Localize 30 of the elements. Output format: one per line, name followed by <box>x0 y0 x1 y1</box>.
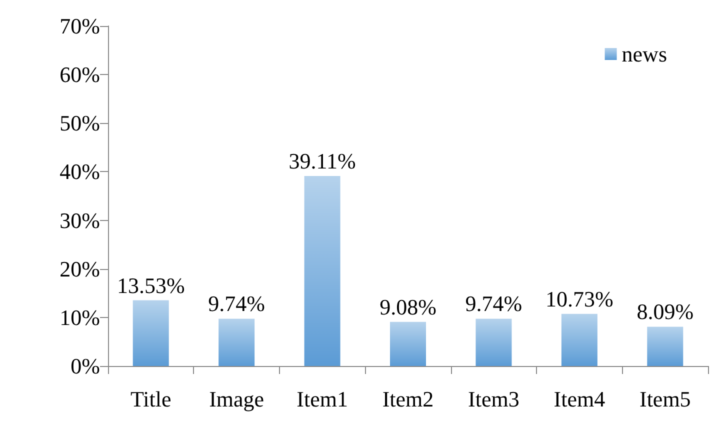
bar <box>218 318 255 366</box>
data-label: 39.11% <box>288 148 356 174</box>
x-tick-label: Item2 <box>382 386 434 412</box>
x-tick-label: Item5 <box>639 386 691 412</box>
y-tick-label: 30% <box>60 208 100 233</box>
y-tick-label: 40% <box>60 159 100 184</box>
bar <box>647 326 684 366</box>
bar <box>561 314 598 366</box>
bar <box>390 322 426 366</box>
bar <box>304 176 340 366</box>
y-tick-label: 20% <box>60 256 100 282</box>
legend-label: news <box>622 42 668 66</box>
bar <box>476 318 512 366</box>
data-label: 9.74% <box>208 291 265 316</box>
x-tick-label: Image <box>209 386 264 412</box>
x-tick-label: Item4 <box>554 386 606 412</box>
y-tick-label: 50% <box>60 110 100 136</box>
data-label: 9.74% <box>465 291 522 316</box>
y-tick-label: 70% <box>60 14 100 38</box>
x-tick-label: Item3 <box>468 386 520 412</box>
x-tick-label: Title <box>130 386 172 412</box>
bar <box>132 300 169 366</box>
x-tick-label: Item1 <box>296 386 348 412</box>
data-label: 13.53% <box>116 272 185 298</box>
data-label: 10.73% <box>546 286 614 312</box>
y-tick-label: 10% <box>60 304 100 330</box>
y-tick-label: 0% <box>70 354 100 378</box>
data-label: 9.08% <box>380 294 436 320</box>
y-tick-label: 60% <box>60 62 100 88</box>
data-label: 8.09% <box>636 299 694 324</box>
